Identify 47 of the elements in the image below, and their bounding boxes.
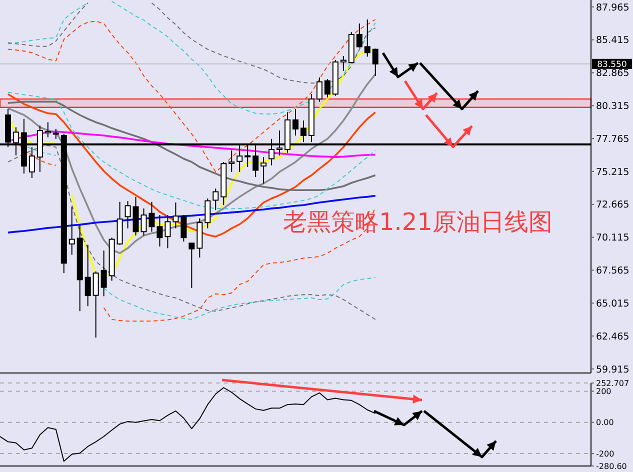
candlestick [228,150,235,172]
y-tick-label: 252.707 [596,378,630,388]
y-tick-label: -280.60 [596,462,627,471]
y-tick-label: 77.765 [596,134,630,145]
y-tick-label: 67.565 [596,266,630,277]
y-tick-label: 87.965 [596,2,630,14]
candlestick [180,214,187,242]
candlestick [164,214,171,249]
line-series [0,387,376,462]
line-series [7,73,376,254]
y-tick-label: 65.015 [596,298,630,310]
candlestick [260,156,267,184]
candlestick [324,78,330,98]
candlestick [316,76,322,102]
line-series [7,100,376,192]
candlestick [156,214,163,248]
y-tick-label: 200 [596,387,612,396]
y-tick-label: 62.465 [596,331,630,342]
candlestick [372,48,378,76]
y-tick-label: 80.315 [596,101,630,112]
candlestick [340,56,346,72]
y-tick-label: -200 [596,449,614,458]
candlestick [84,244,91,307]
y-tick-label: 59.915 [596,364,630,376]
candlestick [44,122,51,138]
candlestick [172,202,179,229]
candlestick [92,270,99,338]
candlestick [364,18,370,58]
candlestick [212,188,219,211]
ref-line-label: 83.550 [597,60,627,70]
candlestick [188,242,195,288]
candlestick [100,250,107,297]
candlestick [68,206,75,256]
candlestick [292,108,298,136]
candlestick [204,198,211,229]
text: 老黑策略1.21原油日线图 [283,207,552,238]
y-tick-label: 0.00 [596,418,614,428]
candlestick [52,128,59,140]
y-tick-label: 75.215 [596,166,630,178]
candlestick [356,22,362,48]
y-tick-label: 72.665 [596,200,630,211]
candlestick [124,200,131,229]
line-series [7,93,376,238]
y-tick-label: 82.865 [596,68,630,80]
line-series [7,18,376,172]
y-tick-label: 70.115 [596,232,630,244]
y-tick-label: 85.415 [596,35,630,46]
